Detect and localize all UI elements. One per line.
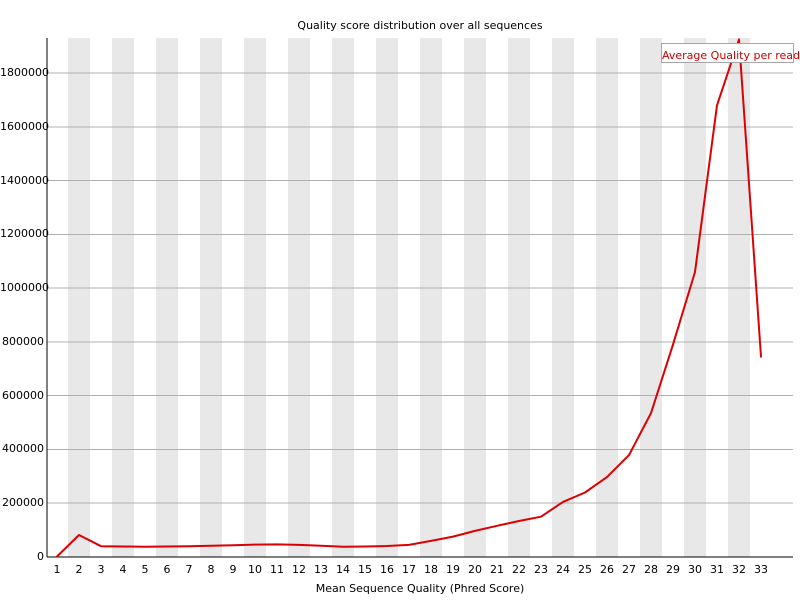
x-axis-tick-label: 20	[468, 563, 482, 576]
x-axis-tick-label: 11	[270, 563, 284, 576]
category-stripe	[112, 38, 134, 557]
axes	[46, 38, 793, 558]
x-axis-tick-label: 28	[644, 563, 658, 576]
category-stripe	[420, 38, 442, 557]
x-axis-tick-label: 22	[512, 563, 526, 576]
y-axis-tick-label: 0	[37, 550, 44, 563]
y-axis-tick-label: 1000000	[0, 281, 49, 295]
x-axis-tick-label: 32	[732, 563, 746, 576]
y-axis-tick-label: 400000	[2, 442, 44, 456]
x-axis-tick-label: 27	[622, 563, 636, 576]
category-stripe	[640, 38, 662, 557]
category-stripe	[332, 38, 354, 557]
category-stripe	[288, 38, 310, 557]
x-axis-tick-label: 13	[314, 563, 328, 576]
x-axis-tick-label: 12	[292, 563, 306, 576]
y-axis-tick-label: 1600000	[0, 119, 49, 133]
x-axis-tick-label: 9	[229, 563, 237, 576]
y-axis-tick-label: 600000	[2, 388, 44, 402]
category-stripe	[552, 38, 574, 557]
x-axis-tick-label: 21	[490, 563, 504, 576]
y-axis-tick-label: 1400000	[0, 173, 49, 187]
quality-line	[56, 38, 762, 558]
category-stripe	[464, 38, 486, 557]
x-axis-tick-label: 19	[446, 563, 460, 576]
x-axis-tick-label: 18	[424, 563, 438, 576]
x-axis-tick-label: 3	[97, 563, 105, 576]
x-axis-tick-label: 15	[358, 563, 372, 576]
x-axis-title: Mean Sequence Quality (Phred Score)	[315, 582, 525, 595]
category-stripes	[68, 38, 750, 557]
category-stripe	[728, 38, 750, 557]
x-axis-tick-label: 29	[666, 563, 680, 576]
x-axis-tick-label: 1	[53, 563, 61, 576]
category-stripe	[68, 38, 90, 557]
x-axis-tick-label: 30	[688, 563, 702, 576]
x-axis-tick-label: 6	[163, 563, 171, 576]
y-axis-tick-label: 1200000	[0, 227, 49, 241]
x-axis-tick-label: 16	[380, 563, 394, 576]
category-stripe	[596, 38, 618, 557]
legend-label: Average Quality per read	[662, 49, 800, 62]
category-stripe	[684, 38, 706, 557]
y-axis-tick-label: 200000	[2, 496, 44, 510]
legend: Average Quality per read	[661, 43, 800, 63]
x-axis-tick-label: 23	[534, 563, 548, 576]
x-axis-tick-label: 33	[754, 563, 768, 576]
x-axis-tick-label: 4	[119, 563, 127, 576]
x-axis-tick-label: 10	[248, 563, 262, 576]
category-stripe	[376, 38, 398, 557]
x-axis-tick-label: 2	[75, 563, 83, 576]
x-axis-tick-label: 5	[141, 563, 149, 576]
x-axis-tick-label: 26	[600, 563, 614, 576]
x-axis-tick-label: 7	[185, 563, 193, 576]
y-axis-tick-label: 1800000	[0, 66, 49, 79]
x-axis-tick-label: 14	[336, 563, 350, 576]
x-axis-tick-label: 8	[207, 563, 215, 576]
y-axis-tick-label: 800000	[2, 334, 44, 348]
x-axis-tick-label: 31	[710, 563, 724, 576]
category-stripe	[156, 38, 178, 557]
category-stripe	[508, 38, 530, 557]
chart-title: Quality score distribution over all sequ…	[297, 19, 543, 32]
category-stripe	[200, 38, 222, 557]
x-axis-tick-label: 17	[402, 563, 416, 576]
gridlines	[47, 72, 793, 504]
category-stripe	[244, 38, 266, 557]
x-axis-tick-label: 25	[578, 563, 592, 576]
x-axis-tick-label: 24	[556, 563, 570, 576]
